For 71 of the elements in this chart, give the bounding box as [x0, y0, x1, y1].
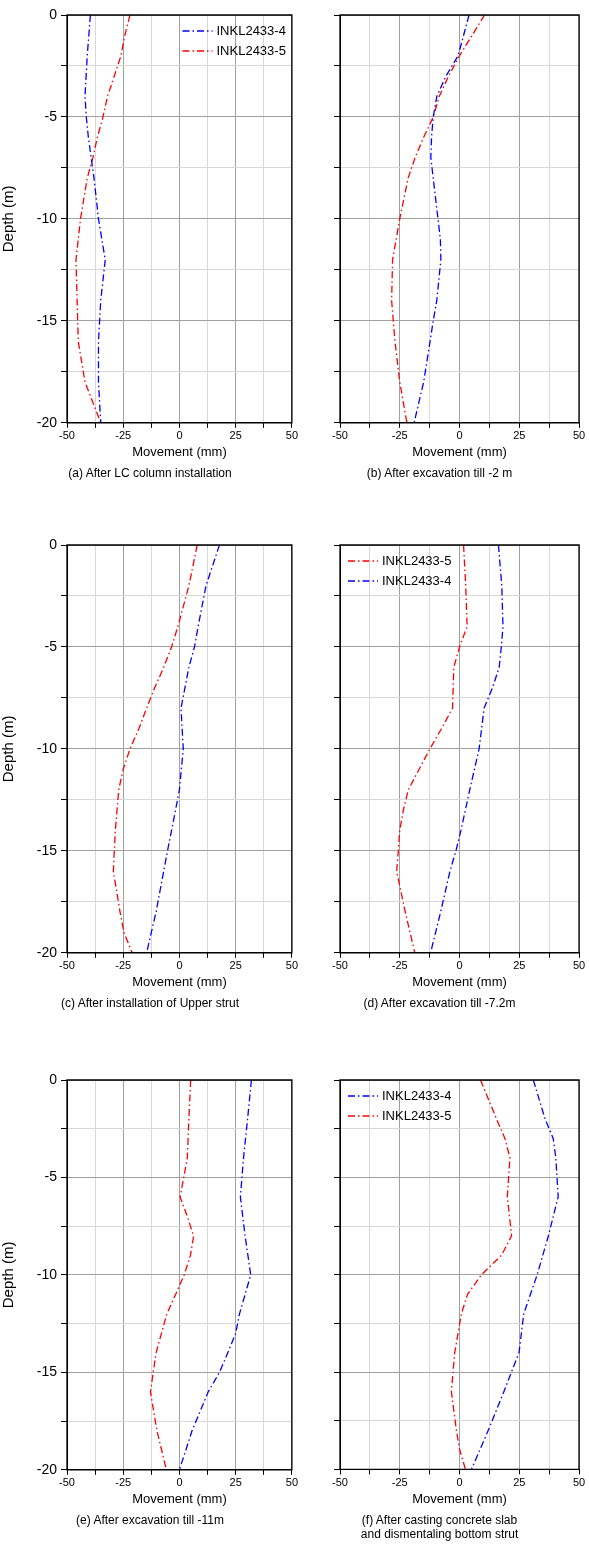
x-tick-label: -25 [115, 959, 132, 972]
x-tick-label: 25 [229, 429, 242, 442]
line-series [84, 15, 106, 423]
line-series [145, 545, 221, 953]
text: (c) After installation of Upper strut [60, 996, 240, 1011]
y-tick-label: 0 [49, 535, 58, 552]
legend-label: INKL2433-5 [216, 42, 286, 58]
x-tick-label: 0 [456, 959, 463, 972]
x-axis-title: Movement (mm) [412, 444, 507, 460]
y-tick-label: 0 [49, 5, 58, 22]
legend-label: INKL2433-4 [216, 22, 286, 38]
y-tick-label: -10 [36, 739, 58, 756]
y-tick-label: -10 [36, 1265, 58, 1282]
x-axis-title: Movement (mm) [412, 1490, 507, 1506]
x-tick-label: 0 [456, 1476, 463, 1489]
x-tick-label: 50 [285, 959, 299, 972]
x-tick-label: -50 [332, 429, 348, 442]
x-tick-label: -50 [332, 959, 348, 972]
x-tick-label: -50 [59, 429, 75, 442]
x-tick-label: 0 [456, 429, 463, 442]
y-tick-label: -5 [44, 637, 58, 654]
text: (f) After casting concrete slab and dismentaling bottom strut [360, 1512, 519, 1542]
x-tick-label: -50 [332, 1476, 348, 1489]
y-tick-label: -15 [36, 841, 58, 858]
x-axis-title: Movement (mm) [132, 974, 227, 990]
x-tick-label: -25 [391, 959, 408, 972]
line-series [112, 545, 198, 953]
y-tick-label: -15 [36, 311, 58, 328]
y-tick-label: -5 [44, 1168, 58, 1185]
y-axis-title: Depth (m) [0, 715, 17, 783]
x-tick-label: 25 [513, 1476, 526, 1489]
x-tick-label: -25 [391, 1476, 408, 1489]
x-tick-label: 50 [572, 959, 586, 972]
x-tick-label: 50 [572, 429, 586, 442]
x-axis-title: Movement (mm) [412, 974, 507, 990]
x-tick-label: -25 [391, 429, 408, 442]
legend-label: INKL2433-4 [382, 1087, 452, 1103]
x-axis-title: Movement (mm) [132, 444, 227, 460]
x-tick-label: -25 [115, 1476, 132, 1489]
y-tick-label: -20 [36, 413, 58, 430]
x-tick-label: 25 [229, 959, 242, 972]
y-tick-label: -20 [36, 943, 58, 960]
text: (d) After excavation till -7.2m [363, 996, 516, 1011]
x-tick-label: 50 [285, 1476, 299, 1489]
y-tick-label: 0 [49, 1070, 58, 1087]
line-series [149, 1080, 195, 1470]
x-tick-label: 25 [513, 429, 526, 442]
x-tick-label: 25 [229, 1476, 242, 1489]
x-tick-label: 0 [176, 1476, 183, 1489]
x-tick-label: 50 [285, 429, 299, 442]
legend-label: INKL2433-5 [382, 552, 452, 568]
y-axis-title: Depth (m) [0, 185, 17, 253]
y-tick-label: -15 [36, 1363, 58, 1380]
x-tick-label: -50 [59, 959, 75, 972]
x-tick-label: -25 [115, 429, 132, 442]
y-tick-label: -20 [36, 1460, 58, 1477]
x-tick-label: 0 [176, 429, 183, 442]
x-axis-title: Movement (mm) [132, 1491, 227, 1507]
text: (b) After excavation till -2 m [366, 466, 513, 481]
line-series [178, 1080, 253, 1470]
text: (e) After excavation till -11m [76, 1513, 224, 1528]
x-tick-label: -50 [59, 1476, 75, 1489]
x-tick-label: 50 [572, 1476, 586, 1489]
text: (a) After LC column installation [68, 466, 232, 481]
y-tick-label: -10 [36, 209, 58, 226]
y-axis-title: Depth (m) [0, 1241, 17, 1309]
x-tick-label: 0 [176, 959, 183, 972]
x-tick-label: 25 [513, 959, 526, 972]
legend-label: INKL2433-5 [382, 1107, 452, 1123]
y-tick-label: -5 [44, 107, 58, 124]
legend-label: INKL2433-4 [382, 572, 452, 588]
